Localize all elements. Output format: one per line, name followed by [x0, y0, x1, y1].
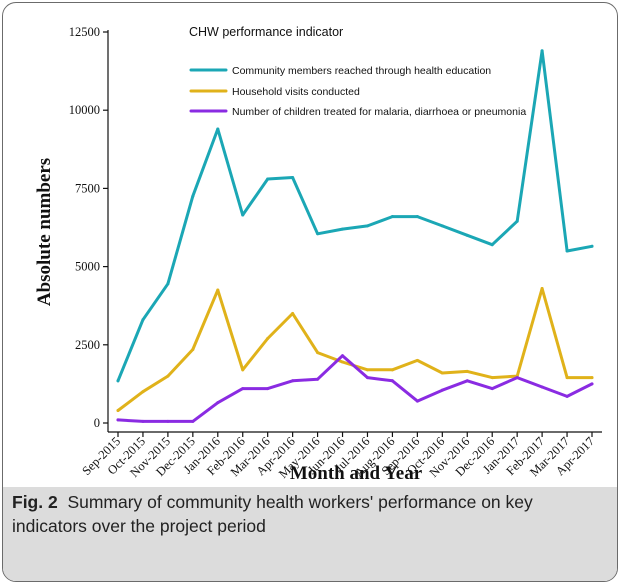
series-3-point: [565, 394, 569, 398]
series-2-point: [166, 374, 170, 378]
series-2-point: [316, 351, 320, 355]
series-2-point: [216, 288, 220, 292]
figure-label: Fig. 2: [12, 492, 58, 512]
series-1-point: [590, 244, 594, 248]
series-3-point: [590, 382, 594, 386]
series-2-point: [191, 347, 195, 351]
series-2-point: [490, 376, 494, 380]
series-3-point: [166, 419, 170, 423]
series-2-point: [365, 368, 369, 372]
legend-label-3: Number of children treated for malaria, …: [232, 106, 526, 118]
series-2-point: [141, 390, 145, 394]
legend-label-2: Household visits conducted: [232, 86, 360, 98]
series-2-point: [266, 337, 270, 341]
chart-legend: CHW performance indicator Community membe…: [189, 25, 526, 118]
series-2-point: [440, 371, 444, 375]
line-chart: 02500500075001000012500Sep-2015Oct-2015N…: [34, 25, 602, 484]
series-2-point: [116, 408, 120, 412]
series-1-point: [316, 232, 320, 236]
series-line-1: [116, 49, 594, 383]
series-2-point: [465, 369, 469, 373]
y-tick-label: 7500: [75, 181, 100, 195]
series-3-point: [316, 377, 320, 381]
series-1-point: [565, 249, 569, 253]
series-3-point: [116, 418, 120, 422]
series-2-point: [390, 368, 394, 372]
series-2-point: [565, 376, 569, 380]
series-1-point: [415, 215, 419, 219]
series-3-point: [440, 388, 444, 392]
series-3-point: [490, 387, 494, 391]
legend-title: CHW performance indicator: [189, 25, 343, 39]
y-tick-label: 2500: [75, 338, 100, 352]
series-3-point: [540, 385, 544, 389]
series-1-point: [116, 379, 120, 383]
series-2-point: [415, 358, 419, 362]
series-1-point: [390, 215, 394, 219]
series-1-point: [490, 243, 494, 247]
y-axis-label: Absolute numbers: [34, 158, 55, 306]
legend-label-1: Community members reached through health…: [232, 65, 491, 77]
series-2-point: [291, 312, 295, 316]
series-1-point: [440, 224, 444, 228]
series-1-point: [540, 49, 544, 53]
series-3-point: [415, 399, 419, 403]
caption-band: [3, 487, 617, 581]
series-2-point: [241, 368, 245, 372]
series-3-point: [515, 376, 519, 380]
series-1-point: [465, 233, 469, 237]
series-1-point: [166, 282, 170, 286]
chart-series-lines: [116, 49, 594, 423]
series-1-point: [241, 213, 245, 217]
series-1-point: [266, 177, 270, 181]
series-1-point: [515, 219, 519, 223]
series-3-point: [216, 401, 220, 405]
series-3-point: [241, 387, 245, 391]
series-3-point: [266, 387, 270, 391]
series-1-point: [141, 318, 145, 322]
series-3-point: [390, 379, 394, 383]
series-2-point: [341, 360, 345, 364]
figure-caption-text: Summary of community health workers' per…: [12, 492, 533, 536]
series-3-point: [465, 379, 469, 383]
series-line-2: [116, 287, 594, 412]
series-1-point: [365, 224, 369, 228]
series-2-point: [540, 286, 544, 290]
series-3-point: [365, 376, 369, 380]
figure-caption: Fig. 2 Summary of community health worke…: [12, 490, 602, 538]
series-1-point: [191, 194, 195, 198]
y-tick-label: 5000: [75, 260, 100, 274]
series-3-point: [341, 354, 345, 358]
x-axis-label: Month and Year: [290, 463, 423, 484]
y-tick-label: 12500: [69, 25, 100, 39]
y-tick-label: 0: [94, 416, 100, 430]
series-1-point: [216, 127, 220, 131]
series-2-point: [590, 376, 594, 380]
series-line-3: [116, 354, 594, 423]
series-1-point: [291, 175, 295, 179]
y-tick-label: 10000: [69, 103, 100, 117]
series-1-point: [341, 227, 345, 231]
series-3-point: [291, 379, 295, 383]
series-3-point: [191, 419, 195, 423]
series-3-point: [141, 419, 145, 423]
